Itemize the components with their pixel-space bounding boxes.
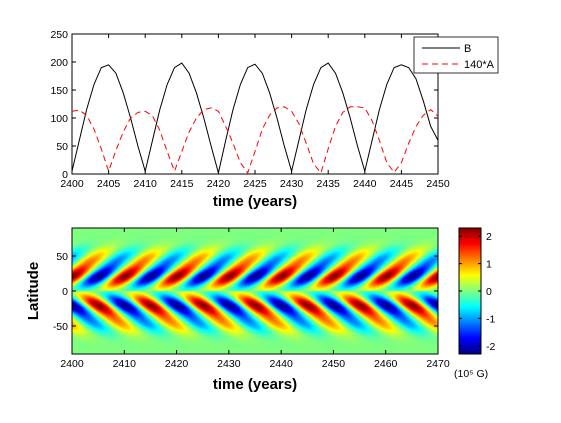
top-x-tick-label: 2430: [280, 178, 304, 190]
top-y-tick-label: 100: [50, 113, 68, 125]
top-y-tick-label: 50: [56, 141, 68, 153]
top-line-chart: 2400 2405 2410 2415 2420 2425 2430 2435 2440 2445…: [50, 29, 499, 210]
top-y-tick-labels: 0 50 100 150 200 250: [50, 29, 68, 181]
top-y-tick-label: 150: [50, 85, 68, 97]
top-y-tick-label: 0: [62, 169, 68, 181]
legend: B 140*A: [413, 36, 499, 74]
top-y-tick-label: 250: [50, 29, 68, 41]
colorbar-tick-label: 1: [486, 259, 492, 271]
top-x-tick-label: 2400: [60, 178, 84, 190]
top-x-tick-label: 2415: [170, 178, 194, 190]
bottom-x-axis-label: time (years): [213, 376, 297, 393]
bottom-x-tick-label: 2420: [165, 358, 189, 370]
top-x-axis-label: time (years): [213, 193, 297, 210]
colorbar-tick-label: 2: [486, 231, 492, 243]
colorbar-unit-label: (10⁵ G): [454, 368, 488, 380]
bottom-tick-marks: [71, 228, 439, 354]
top-x-tick-label: 2450: [426, 178, 450, 190]
bottom-y-tick-label: 0: [62, 286, 68, 298]
legend-label-b: B: [464, 43, 471, 55]
top-x-tick-label: 2440: [353, 178, 377, 190]
bottom-y-tick-labels: 50 0 -50: [53, 251, 68, 333]
colorbar-holder: [459, 228, 481, 354]
bottom-y-tick-label: 50: [56, 251, 68, 263]
bottom-x-tick-labels: 2400 2410 2420 2430 2440 2450 2460 2470: [60, 358, 450, 370]
top-y-tick-label: 200: [50, 57, 68, 69]
bottom-x-tick-label: 2450: [322, 358, 346, 370]
top-series-group: [71, 62, 439, 174]
colorbar-ticks: 2 1 0 -1 -2: [459, 231, 495, 353]
bottom-x-tick-label: 2410: [113, 358, 137, 370]
series-b-line: [71, 62, 439, 174]
bottom-heatmap: 2400 2410 2420 2430 2440 2450 2460 2470 500-50 …: [25, 227, 495, 393]
colorbar-tick-label: 0: [486, 286, 492, 298]
legend-label-140a: 140*A: [464, 59, 495, 71]
top-x-tick-labels: 2400 2405 2410 2415 2420 2425 2430 2435 2440 2445…: [60, 178, 450, 190]
top-x-tick-label: 2405: [97, 178, 121, 190]
bottom-x-tick-label: 2440: [269, 358, 293, 370]
bottom-x-tick-label: 2430: [217, 358, 241, 370]
top-x-tick-label: 2425: [243, 178, 267, 190]
heatmap-image-holder: [72, 228, 438, 354]
legend-box: [413, 36, 499, 74]
series-140a-line: [71, 106, 439, 174]
colorbar-canvas: [459, 228, 481, 354]
top-x-tick-label: 2410: [134, 178, 158, 190]
top-x-tick-label: 2435: [317, 178, 341, 190]
bottom-y-axis-label: Latitude: [25, 262, 42, 320]
bottom-y-tick-label: -50: [53, 321, 68, 333]
top-x-tick-label: 2420: [207, 178, 231, 190]
colorbar-tick-label: -1: [486, 313, 495, 325]
bottom-x-tick-label: 2460: [374, 358, 398, 370]
bottom-x-tick-label: 2400: [60, 358, 84, 370]
top-x-tick-label: 2445: [390, 178, 414, 190]
colorbar-tick-label: -2: [486, 341, 495, 353]
heatmap-canvas: [72, 228, 438, 354]
bottom-x-tick-label: 2470: [426, 358, 450, 370]
